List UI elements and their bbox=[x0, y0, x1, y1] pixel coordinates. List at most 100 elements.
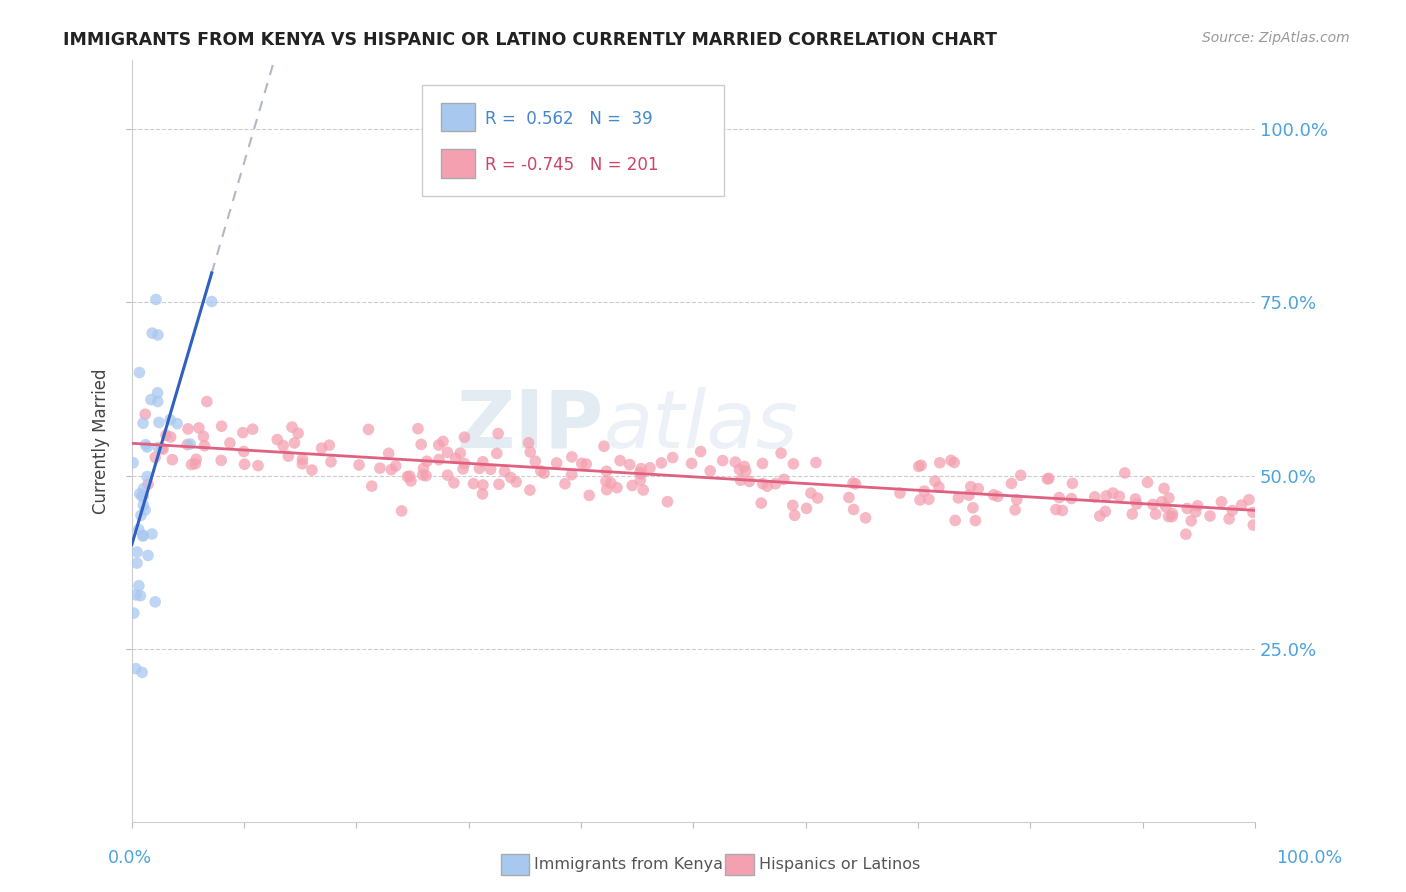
Point bbox=[148, 441, 170, 455]
Point bbox=[125, 556, 148, 570]
Point bbox=[1136, 475, 1159, 490]
Point bbox=[152, 442, 174, 456]
Point bbox=[1005, 492, 1028, 507]
Point bbox=[131, 665, 153, 680]
Point bbox=[471, 455, 494, 469]
Point bbox=[924, 474, 946, 488]
Point bbox=[681, 457, 703, 471]
Point bbox=[396, 469, 419, 483]
Point bbox=[266, 433, 288, 447]
Point bbox=[148, 416, 170, 430]
Point bbox=[242, 422, 264, 436]
Point bbox=[711, 453, 734, 467]
Point bbox=[479, 462, 502, 476]
Point bbox=[763, 476, 786, 491]
Point bbox=[546, 456, 568, 470]
Point bbox=[524, 454, 547, 468]
Point bbox=[463, 476, 485, 491]
Point bbox=[291, 452, 314, 467]
Point bbox=[146, 328, 169, 343]
Point bbox=[1230, 498, 1253, 512]
Point bbox=[1154, 500, 1177, 514]
Point bbox=[1038, 471, 1060, 485]
Point bbox=[571, 456, 593, 470]
Point bbox=[449, 446, 471, 460]
Point bbox=[1000, 476, 1022, 491]
Point bbox=[427, 452, 450, 467]
Point bbox=[948, 491, 970, 505]
Point bbox=[211, 419, 233, 434]
Point bbox=[186, 452, 208, 467]
Point bbox=[593, 439, 616, 453]
Point bbox=[844, 476, 866, 491]
Point bbox=[928, 456, 950, 470]
Point bbox=[1187, 499, 1209, 513]
Point bbox=[1199, 508, 1222, 523]
Point bbox=[800, 486, 823, 500]
Point bbox=[150, 442, 173, 456]
Point bbox=[187, 421, 209, 435]
Point bbox=[471, 487, 494, 501]
Point bbox=[485, 446, 508, 460]
Point bbox=[967, 482, 990, 496]
Point bbox=[184, 457, 207, 471]
Point bbox=[1175, 501, 1198, 516]
Point bbox=[209, 453, 232, 467]
Point bbox=[633, 483, 655, 497]
Point bbox=[129, 589, 152, 603]
Point bbox=[377, 446, 399, 460]
Point bbox=[128, 523, 150, 537]
Point bbox=[1237, 492, 1260, 507]
Point bbox=[368, 461, 391, 475]
Point bbox=[918, 492, 941, 507]
Point bbox=[1052, 503, 1074, 517]
Text: 0.0%: 0.0% bbox=[108, 849, 152, 867]
Point bbox=[599, 475, 621, 490]
Point bbox=[143, 595, 166, 609]
Point bbox=[468, 461, 491, 475]
Text: R =  0.562   N =  39: R = 0.562 N = 39 bbox=[485, 110, 652, 128]
Point bbox=[749, 496, 772, 510]
Text: Hispanics or Latinos: Hispanics or Latinos bbox=[759, 857, 921, 871]
Point bbox=[141, 326, 163, 340]
Point bbox=[770, 446, 793, 460]
Point bbox=[530, 464, 553, 478]
Point bbox=[959, 480, 981, 494]
Point bbox=[1211, 495, 1233, 509]
Point bbox=[561, 467, 583, 482]
Point bbox=[912, 484, 935, 499]
Point bbox=[1114, 466, 1136, 480]
Point bbox=[193, 439, 215, 453]
Point bbox=[689, 444, 711, 458]
Point bbox=[444, 451, 467, 466]
Point bbox=[246, 458, 269, 473]
Point bbox=[1161, 507, 1184, 521]
Point bbox=[287, 426, 309, 441]
Point bbox=[1036, 472, 1059, 486]
Point bbox=[1157, 509, 1180, 524]
Point bbox=[471, 478, 494, 492]
Point bbox=[842, 502, 865, 516]
Point bbox=[756, 479, 779, 493]
Point bbox=[131, 489, 153, 503]
Point bbox=[432, 434, 454, 449]
Point bbox=[1218, 512, 1240, 526]
Point bbox=[965, 514, 987, 528]
Point bbox=[177, 422, 200, 436]
Point bbox=[436, 468, 458, 483]
Point bbox=[427, 438, 450, 452]
Point bbox=[943, 455, 966, 469]
Point bbox=[619, 458, 641, 472]
Point bbox=[1125, 491, 1147, 506]
Point bbox=[1060, 491, 1083, 506]
Point bbox=[519, 445, 541, 459]
Point bbox=[1062, 476, 1084, 491]
Point bbox=[1102, 486, 1125, 500]
Point bbox=[783, 508, 806, 523]
Point bbox=[595, 483, 617, 497]
Point bbox=[1180, 514, 1202, 528]
Point bbox=[176, 437, 198, 451]
Point bbox=[443, 475, 465, 490]
Point bbox=[136, 469, 159, 483]
Point bbox=[609, 453, 631, 467]
